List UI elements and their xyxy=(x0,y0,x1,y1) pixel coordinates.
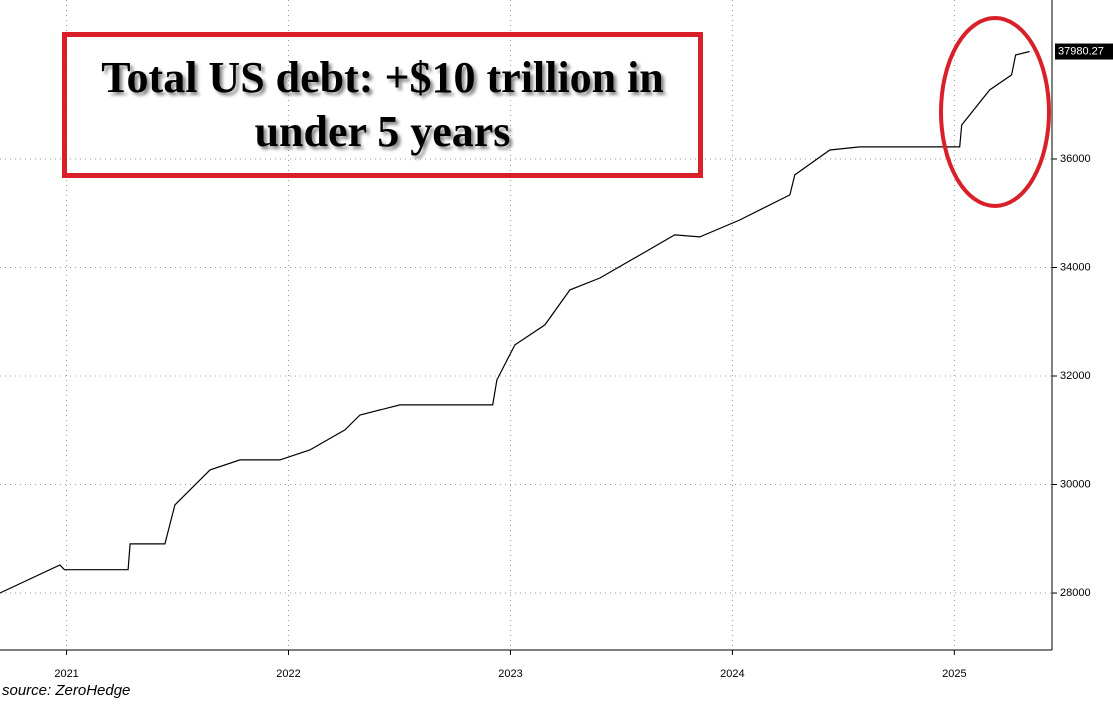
y-tick-label: 28000 xyxy=(1060,587,1091,599)
y-tick-label: 36000 xyxy=(1060,153,1091,165)
highlight-ellipse xyxy=(939,16,1051,208)
last-value-label: 37980.27 xyxy=(1058,45,1104,57)
x-tick-label: 2022 xyxy=(276,668,300,680)
last-value-box xyxy=(1055,43,1113,60)
x-tick-label: 2021 xyxy=(54,668,78,680)
y-tick-label: 34000 xyxy=(1060,261,1091,273)
x-tick-label: 2024 xyxy=(720,668,744,680)
x-tick-label: 2023 xyxy=(498,668,522,680)
y-tick-label: 30000 xyxy=(1060,478,1091,490)
source-note: source: ZeroHedge xyxy=(2,682,131,699)
y-tick-label: 32000 xyxy=(1060,370,1091,382)
x-tick-label: 2025 xyxy=(942,668,966,680)
title-box: Total US debt: +$10 trillion in under 5 … xyxy=(62,32,703,178)
data-line xyxy=(0,50,1030,594)
chart-title: Total US debt: +$10 trillion in under 5 … xyxy=(101,53,664,156)
